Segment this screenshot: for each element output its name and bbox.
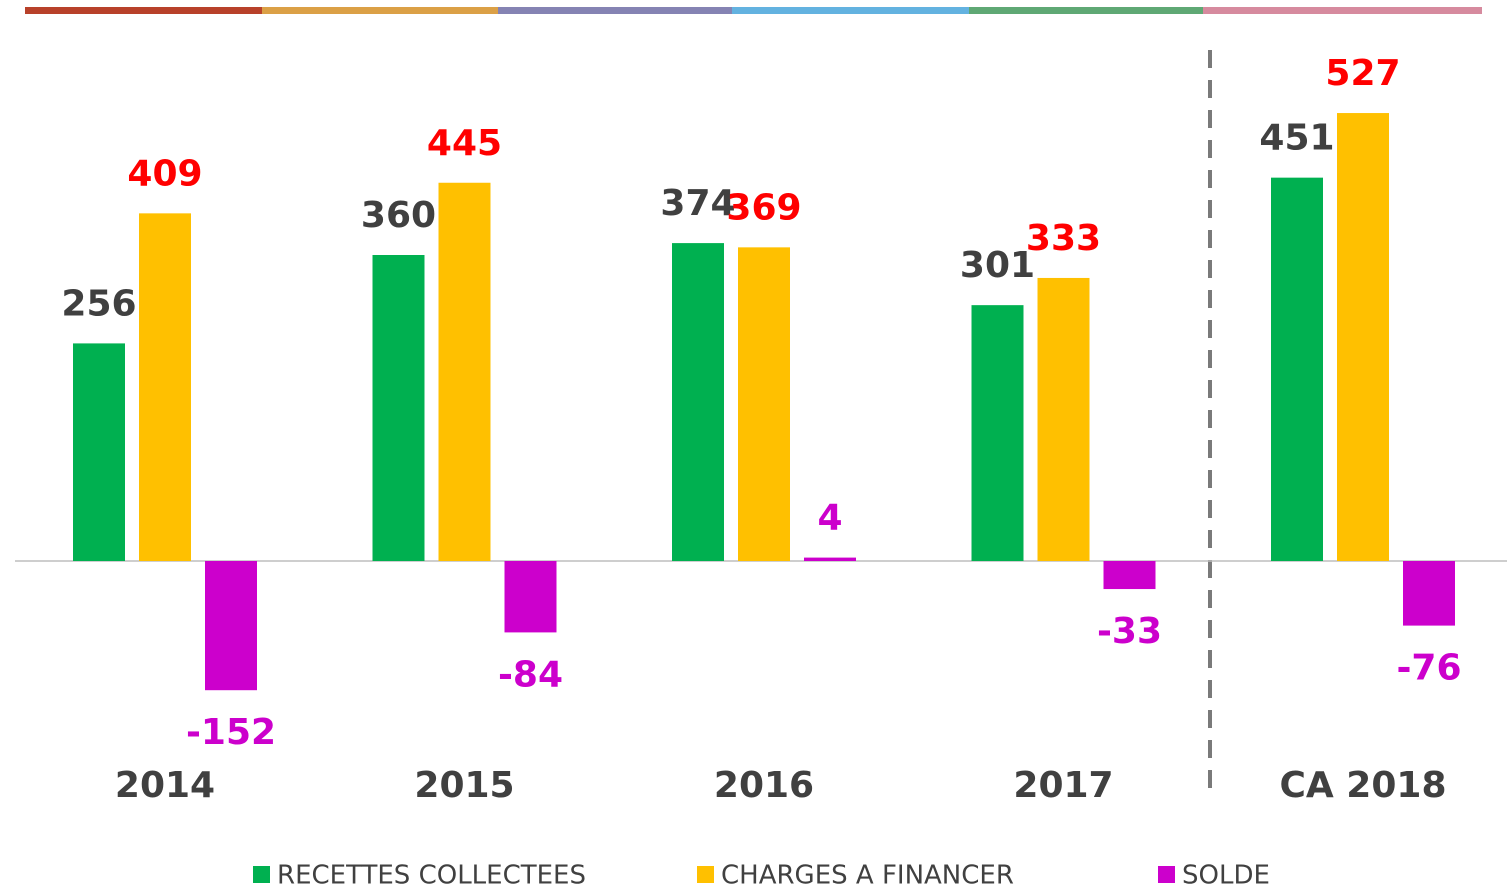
value-label: -76 [1396, 648, 1461, 689]
bar [738, 247, 790, 561]
value-label: 451 [1259, 118, 1334, 159]
bar [372, 255, 425, 561]
bar [971, 305, 1024, 561]
stripe [262, 7, 498, 14]
x-tick-label: 2015 [414, 765, 514, 806]
value-label: 360 [361, 195, 436, 236]
value-label: 374 [660, 183, 735, 224]
value-label: 301 [960, 245, 1035, 286]
value-label: 4 [817, 498, 842, 539]
bar [205, 561, 257, 691]
stripe [25, 7, 262, 14]
stripe [498, 7, 732, 14]
legend-swatch [697, 866, 714, 883]
value-label: -33 [1097, 611, 1162, 652]
value-label: 256 [61, 283, 136, 324]
top-stripe [25, 7, 1482, 14]
value-label: 527 [1325, 53, 1400, 94]
x-tick-label: CA 2018 [1279, 765, 1446, 806]
x-tick-label: 2016 [714, 765, 814, 806]
legend-label: CHARGES A FINANCER [721, 861, 1014, 891]
bar [1403, 561, 1455, 626]
legend-label: SOLDE [1182, 861, 1270, 891]
bar [438, 182, 491, 561]
value-label: 369 [726, 187, 801, 228]
legend-label: RECETTES COLLECTEES [277, 861, 586, 891]
bar [139, 213, 191, 561]
value-label: 445 [427, 123, 502, 164]
stripe [969, 7, 1203, 14]
bar [1337, 113, 1389, 562]
bar [1271, 177, 1323, 561]
value-label: 409 [127, 153, 202, 194]
x-tick-label: 2014 [115, 765, 215, 806]
x-tick-label: 2017 [1013, 765, 1113, 806]
value-label: -152 [186, 712, 276, 753]
legend-swatch [1158, 866, 1175, 883]
stripe [1203, 7, 1482, 14]
stripe [732, 7, 969, 14]
value-label: -84 [498, 654, 563, 695]
bar [73, 343, 125, 561]
bar [504, 561, 557, 633]
bar [672, 243, 724, 561]
value-label: 333 [1026, 218, 1101, 259]
bar [804, 557, 856, 561]
bar [1103, 561, 1156, 590]
bar [1037, 277, 1090, 561]
legend-swatch [253, 866, 270, 883]
